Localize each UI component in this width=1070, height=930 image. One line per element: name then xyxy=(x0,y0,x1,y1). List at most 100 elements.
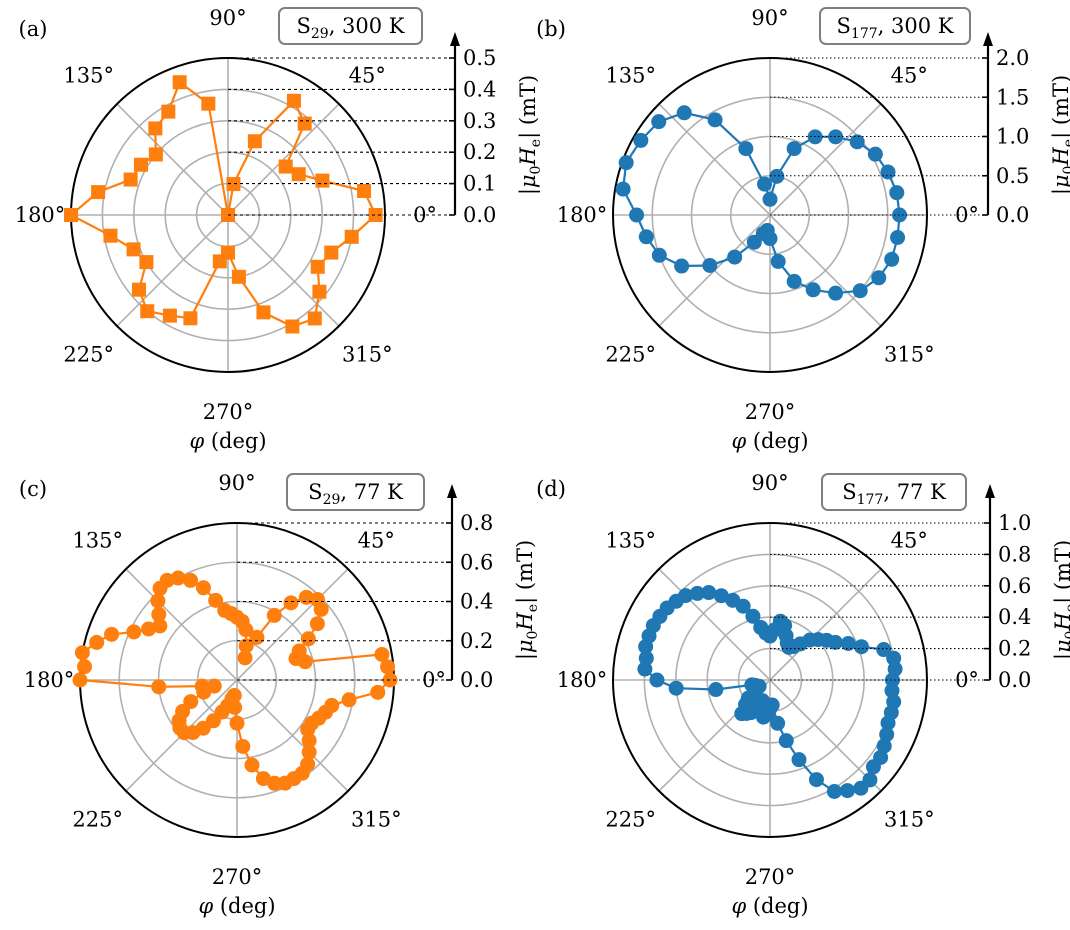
data-point xyxy=(123,172,138,187)
legend-text: S29, 300 K xyxy=(296,14,404,42)
value-tick-label: 0.0 xyxy=(463,203,496,227)
data-point xyxy=(629,207,645,223)
data-point xyxy=(764,697,780,713)
grid-spoke xyxy=(769,568,882,681)
legend-main: S xyxy=(837,14,851,38)
data-point xyxy=(285,319,300,334)
value-tick-label: 1.0 xyxy=(998,511,1031,535)
data-point xyxy=(247,134,262,149)
data-point xyxy=(196,684,212,700)
data-point xyxy=(668,680,684,696)
value-axis-arrow xyxy=(447,484,457,498)
data-point xyxy=(266,607,282,623)
data-point xyxy=(702,257,718,273)
series-line xyxy=(69,80,377,328)
data-point xyxy=(370,684,386,700)
data-point xyxy=(757,176,773,192)
data-point xyxy=(676,105,692,121)
value-tick-label: 0.4 xyxy=(460,590,493,614)
angle-label: 135° xyxy=(605,529,656,553)
data-point xyxy=(637,661,653,677)
data-point xyxy=(152,580,168,596)
data-point xyxy=(77,659,93,675)
data-point xyxy=(298,589,314,605)
data-point xyxy=(357,184,372,199)
value-tick-label: 0.8 xyxy=(460,511,493,535)
legend-text: S177, 77 K xyxy=(842,480,946,508)
grid-spoke xyxy=(658,103,771,216)
data-point xyxy=(172,75,187,90)
data-point xyxy=(324,697,340,713)
value-axis-arrow xyxy=(985,484,995,498)
value-tick-label: 0.6 xyxy=(998,574,1031,598)
data-point xyxy=(126,624,142,640)
grid-spoke xyxy=(658,568,771,681)
y-label-sub0: 0 xyxy=(528,166,544,175)
legend-rest: , 300 K xyxy=(878,14,954,38)
legend-rest: , 77 K xyxy=(340,480,403,504)
data-point xyxy=(89,634,105,650)
data-point xyxy=(226,687,242,703)
angle-label: 0° xyxy=(413,203,437,227)
angle-label: 225° xyxy=(72,807,123,831)
data-point xyxy=(762,191,778,207)
data-point xyxy=(380,659,396,675)
angle-label: 135° xyxy=(605,64,656,88)
panel-d: 0°45°90°135°180°225°270°315°φ (deg)(d) S1… xyxy=(536,471,1070,918)
data-point xyxy=(286,93,301,108)
data-point xyxy=(873,749,889,765)
data-point xyxy=(307,311,322,326)
data-point xyxy=(892,207,908,223)
value-tick-label: 0.5 xyxy=(463,46,496,70)
data-point xyxy=(74,645,90,661)
angle-label: 45° xyxy=(891,529,928,553)
data-point xyxy=(312,284,327,299)
data-point xyxy=(769,168,785,184)
grid-spoke xyxy=(769,679,882,792)
value-tick-label: 1.0 xyxy=(996,125,1029,149)
data-point xyxy=(256,305,271,320)
panel-b: 0°45°90°135°180°225°270°315°φ (deg)(b) S1… xyxy=(536,6,1070,453)
data-point xyxy=(674,258,690,274)
panel-label: (c) xyxy=(19,477,47,501)
angle-label: 0° xyxy=(422,668,446,692)
y-label-sube: e xyxy=(528,139,544,147)
data-point xyxy=(244,757,260,773)
data-point xyxy=(217,602,233,618)
legend-main: S xyxy=(308,480,322,504)
angle-label: 135° xyxy=(63,64,114,88)
x-axis-unit: (deg) xyxy=(753,894,809,918)
data-point xyxy=(852,283,868,299)
data-point xyxy=(195,580,211,596)
y-label-unit: | (mT) xyxy=(516,75,541,139)
y-label-unit: | (mT) xyxy=(1051,540,1070,604)
panel-a: 0° 45° 90° 135° 180° 225° 270° 315° φ (deg) (a) S2… xyxy=(15,6,544,453)
data-point xyxy=(368,208,383,222)
value-tick-label: 0.0 xyxy=(460,668,493,692)
angle-label: 180° xyxy=(24,668,75,692)
y-label-mu: μ xyxy=(513,639,537,653)
data-point xyxy=(745,608,761,624)
y-label-unit: | (mT) xyxy=(513,540,538,604)
data-point xyxy=(633,132,649,148)
data-point xyxy=(148,121,163,136)
data-point xyxy=(876,738,892,754)
grid-spoke xyxy=(125,568,238,681)
data-point xyxy=(104,626,120,642)
data-point xyxy=(249,629,265,645)
grid-spoke xyxy=(116,214,229,327)
legend-box xyxy=(286,473,425,511)
data-point xyxy=(638,229,654,245)
y-label-H: H xyxy=(1051,612,1070,632)
angle-label: 45° xyxy=(358,529,395,553)
data-point xyxy=(183,572,199,588)
value-tick-label: 0.0 xyxy=(996,203,1029,227)
data-point xyxy=(615,181,631,197)
data-point xyxy=(291,167,306,182)
data-point xyxy=(707,112,723,128)
data-point xyxy=(150,593,166,609)
y-label-H: H xyxy=(513,612,537,632)
data-point xyxy=(727,249,743,265)
data-point xyxy=(805,282,821,298)
angle-label: 180° xyxy=(557,203,608,227)
